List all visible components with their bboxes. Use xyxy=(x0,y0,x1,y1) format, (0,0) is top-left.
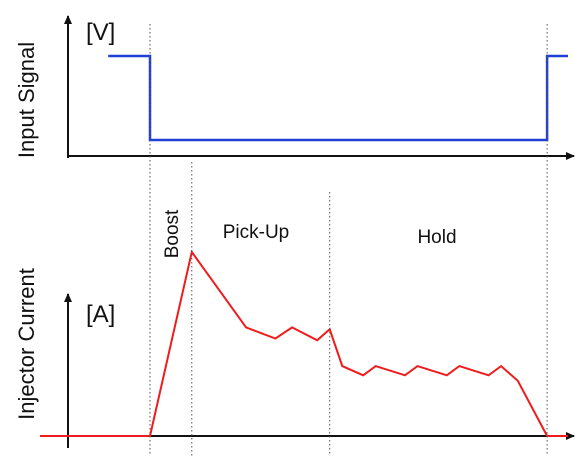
phase-label-pick-up: Pick-Up xyxy=(223,222,290,243)
injector-current-panel: [A] Injector Current Boost Pick-Up Hold xyxy=(14,209,575,448)
injector-current-axis-label: Injector Current xyxy=(14,268,39,420)
input-signal-panel: [V] Input Signal xyxy=(14,15,575,160)
injector-current-series-line xyxy=(40,249,568,437)
input-signal-series-line xyxy=(108,54,568,142)
injector-current-unit-label: [A] xyxy=(86,301,115,328)
phase-label-boost: Boost xyxy=(162,209,183,258)
phase-label-hold: Hold xyxy=(417,227,456,248)
input-signal-unit-label: [V] xyxy=(86,19,115,46)
input-signal-axis-label: Input Signal xyxy=(14,42,39,158)
